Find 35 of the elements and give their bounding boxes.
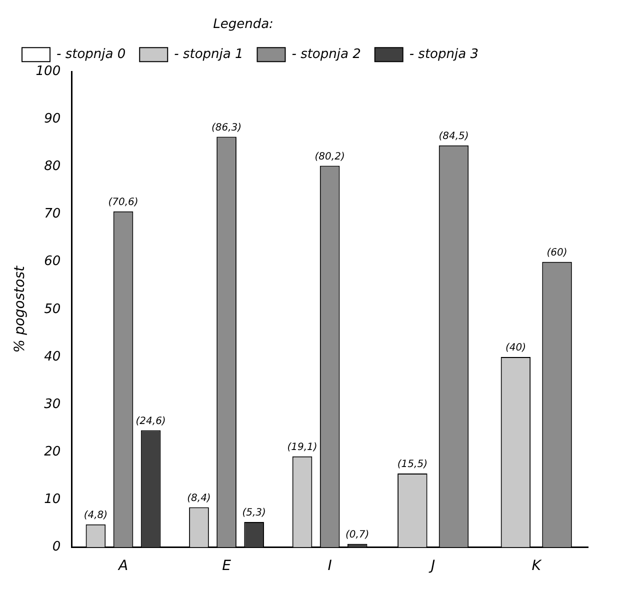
data-label: (40) bbox=[505, 342, 526, 354]
data-label: (60) bbox=[546, 247, 568, 258]
x-tick-label: K bbox=[532, 558, 543, 574]
data-label: (80,2) bbox=[314, 151, 345, 162]
y-tick-label: 20 bbox=[44, 444, 61, 460]
y-axis-title: % pogostost bbox=[12, 266, 28, 353]
x-tick-label: J bbox=[428, 558, 436, 574]
legend-label: - stopnja 0 bbox=[56, 46, 126, 62]
y-tick-label: 40 bbox=[44, 349, 61, 364]
y-tick-label: 50 bbox=[44, 302, 61, 317]
legend-title: Legenda: bbox=[213, 16, 274, 32]
legend-label: - stopnja 1 bbox=[174, 46, 244, 62]
y-tick-label: 90 bbox=[44, 112, 61, 127]
y-tick-label: 80 bbox=[44, 159, 61, 174]
data-label: (19,1) bbox=[287, 442, 318, 453]
y-tick-label: 0 bbox=[52, 540, 61, 555]
y-tick-label: 30 bbox=[44, 396, 61, 412]
x-tick-label: I bbox=[328, 558, 332, 574]
data-label: (0,7) bbox=[345, 529, 370, 540]
x-tick-label: A bbox=[117, 558, 128, 574]
y-tick-label: 60 bbox=[44, 254, 61, 270]
data-label: (70,6) bbox=[108, 197, 138, 208]
data-label: (84,5) bbox=[438, 130, 469, 142]
legend-label: - stopnja 2 bbox=[292, 46, 361, 62]
y-tick-label: 100 bbox=[36, 64, 61, 79]
data-label: (8,4) bbox=[187, 492, 211, 504]
y-tick-label: 70 bbox=[44, 206, 61, 222]
data-label: (24,6) bbox=[136, 416, 166, 427]
legend-label: - stopnja 3 bbox=[409, 46, 478, 62]
data-label: (15,5) bbox=[397, 459, 428, 470]
data-label: (86,3) bbox=[211, 122, 242, 134]
data-label: (5,3) bbox=[242, 508, 266, 519]
x-tick-label: E bbox=[222, 558, 232, 574]
y-tick-label: 10 bbox=[44, 492, 61, 508]
data-label: (4,8) bbox=[84, 510, 108, 521]
